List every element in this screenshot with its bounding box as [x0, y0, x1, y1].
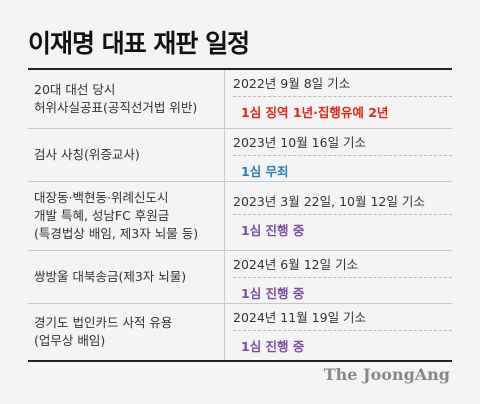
case-name-line: 대장동·백현동·위례신도시 — [34, 190, 169, 205]
table-row: 20대 대선 당시 허위사실공표(공직선거법 위반) 2022년 9월 8일 기… — [28, 70, 452, 129]
case-name-line: 개발 특혜, 성남FC 후원금 — [34, 208, 170, 223]
table-row: 경기도 법인카드 사적 유용 (업무상 배임) 2024년 11월 19일 기소… — [28, 304, 452, 362]
case-name: 대장동·백현동·위례신도시 개발 특혜, 성남FC 후원금 (특경법상 배임, … — [28, 182, 224, 250]
case-name: 경기도 법인카드 사적 유용 (업무상 배임) — [28, 304, 224, 360]
indictment-date: 2023년 3월 22일, 10월 12일 기소 — [233, 182, 452, 215]
indictment-date: 2024년 6월 12일 기소 — [233, 251, 452, 278]
case-name: 검사 사칭(위증교사) — [28, 129, 224, 181]
table-row: 대장동·백현동·위례신도시 개발 특혜, 성남FC 후원금 (특경법상 배임, … — [28, 182, 452, 251]
case-name-line: 쌍방울 대북송금(제3자 뇌물) — [34, 269, 187, 284]
case-detail: 2024년 11월 19일 기소 1심 진행 중 — [224, 304, 452, 360]
publisher-logo: The JoongAng — [323, 365, 450, 384]
case-name-line: (특경법상 배임, 제3자 뇌물 등) — [34, 226, 199, 241]
case-name-line: 경기도 법인카드 사적 유용 — [34, 315, 173, 330]
case-detail: 2023년 3월 22일, 10월 12일 기소 1심 진행 중 — [224, 182, 452, 250]
case-name-line: 허위사실공표(공직선거법 위반) — [34, 100, 198, 115]
verdict-status: 1심 무죄 — [241, 164, 289, 179]
case-name: 쌍방울 대북송금(제3자 뇌물) — [28, 251, 224, 303]
case-name-line: (업무상 배임) — [34, 333, 106, 348]
page-title: 이재명 대표 재판 일정 — [28, 29, 250, 58]
indictment-date: 2024년 11월 19일 기소 — [233, 304, 452, 331]
verdict-status: 1심 진행 중 — [241, 223, 305, 238]
verdict-status: 1심 진행 중 — [241, 286, 305, 301]
case-detail: 2022년 9월 8일 기소 1심 징역 1년·집행유예 2년 — [224, 70, 452, 128]
case-name: 20대 대선 당시 허위사실공표(공직선거법 위반) — [28, 70, 224, 128]
indictment-date: 2022년 9월 8일 기소 — [233, 70, 452, 97]
table-row: 쌍방울 대북송금(제3자 뇌물) 2024년 6월 12일 기소 1심 진행 중 — [28, 251, 452, 304]
indictment-date: 2023년 10월 16일 기소 — [233, 129, 452, 156]
case-detail: 2024년 6월 12일 기소 1심 진행 중 — [224, 251, 452, 303]
case-name-line: 검사 사칭(위증교사) — [34, 147, 140, 162]
case-detail: 2023년 10월 16일 기소 1심 무죄 — [224, 129, 452, 181]
table-row: 검사 사칭(위증교사) 2023년 10월 16일 기소 1심 무죄 — [28, 129, 452, 182]
case-name-line: 20대 대선 당시 — [34, 82, 116, 97]
verdict-status: 1심 징역 1년·집행유예 2년 — [241, 105, 389, 120]
verdict-status: 1심 진행 중 — [241, 339, 305, 354]
trial-schedule-table: 20대 대선 당시 허위사실공표(공직선거법 위반) 2022년 9월 8일 기… — [28, 68, 452, 362]
